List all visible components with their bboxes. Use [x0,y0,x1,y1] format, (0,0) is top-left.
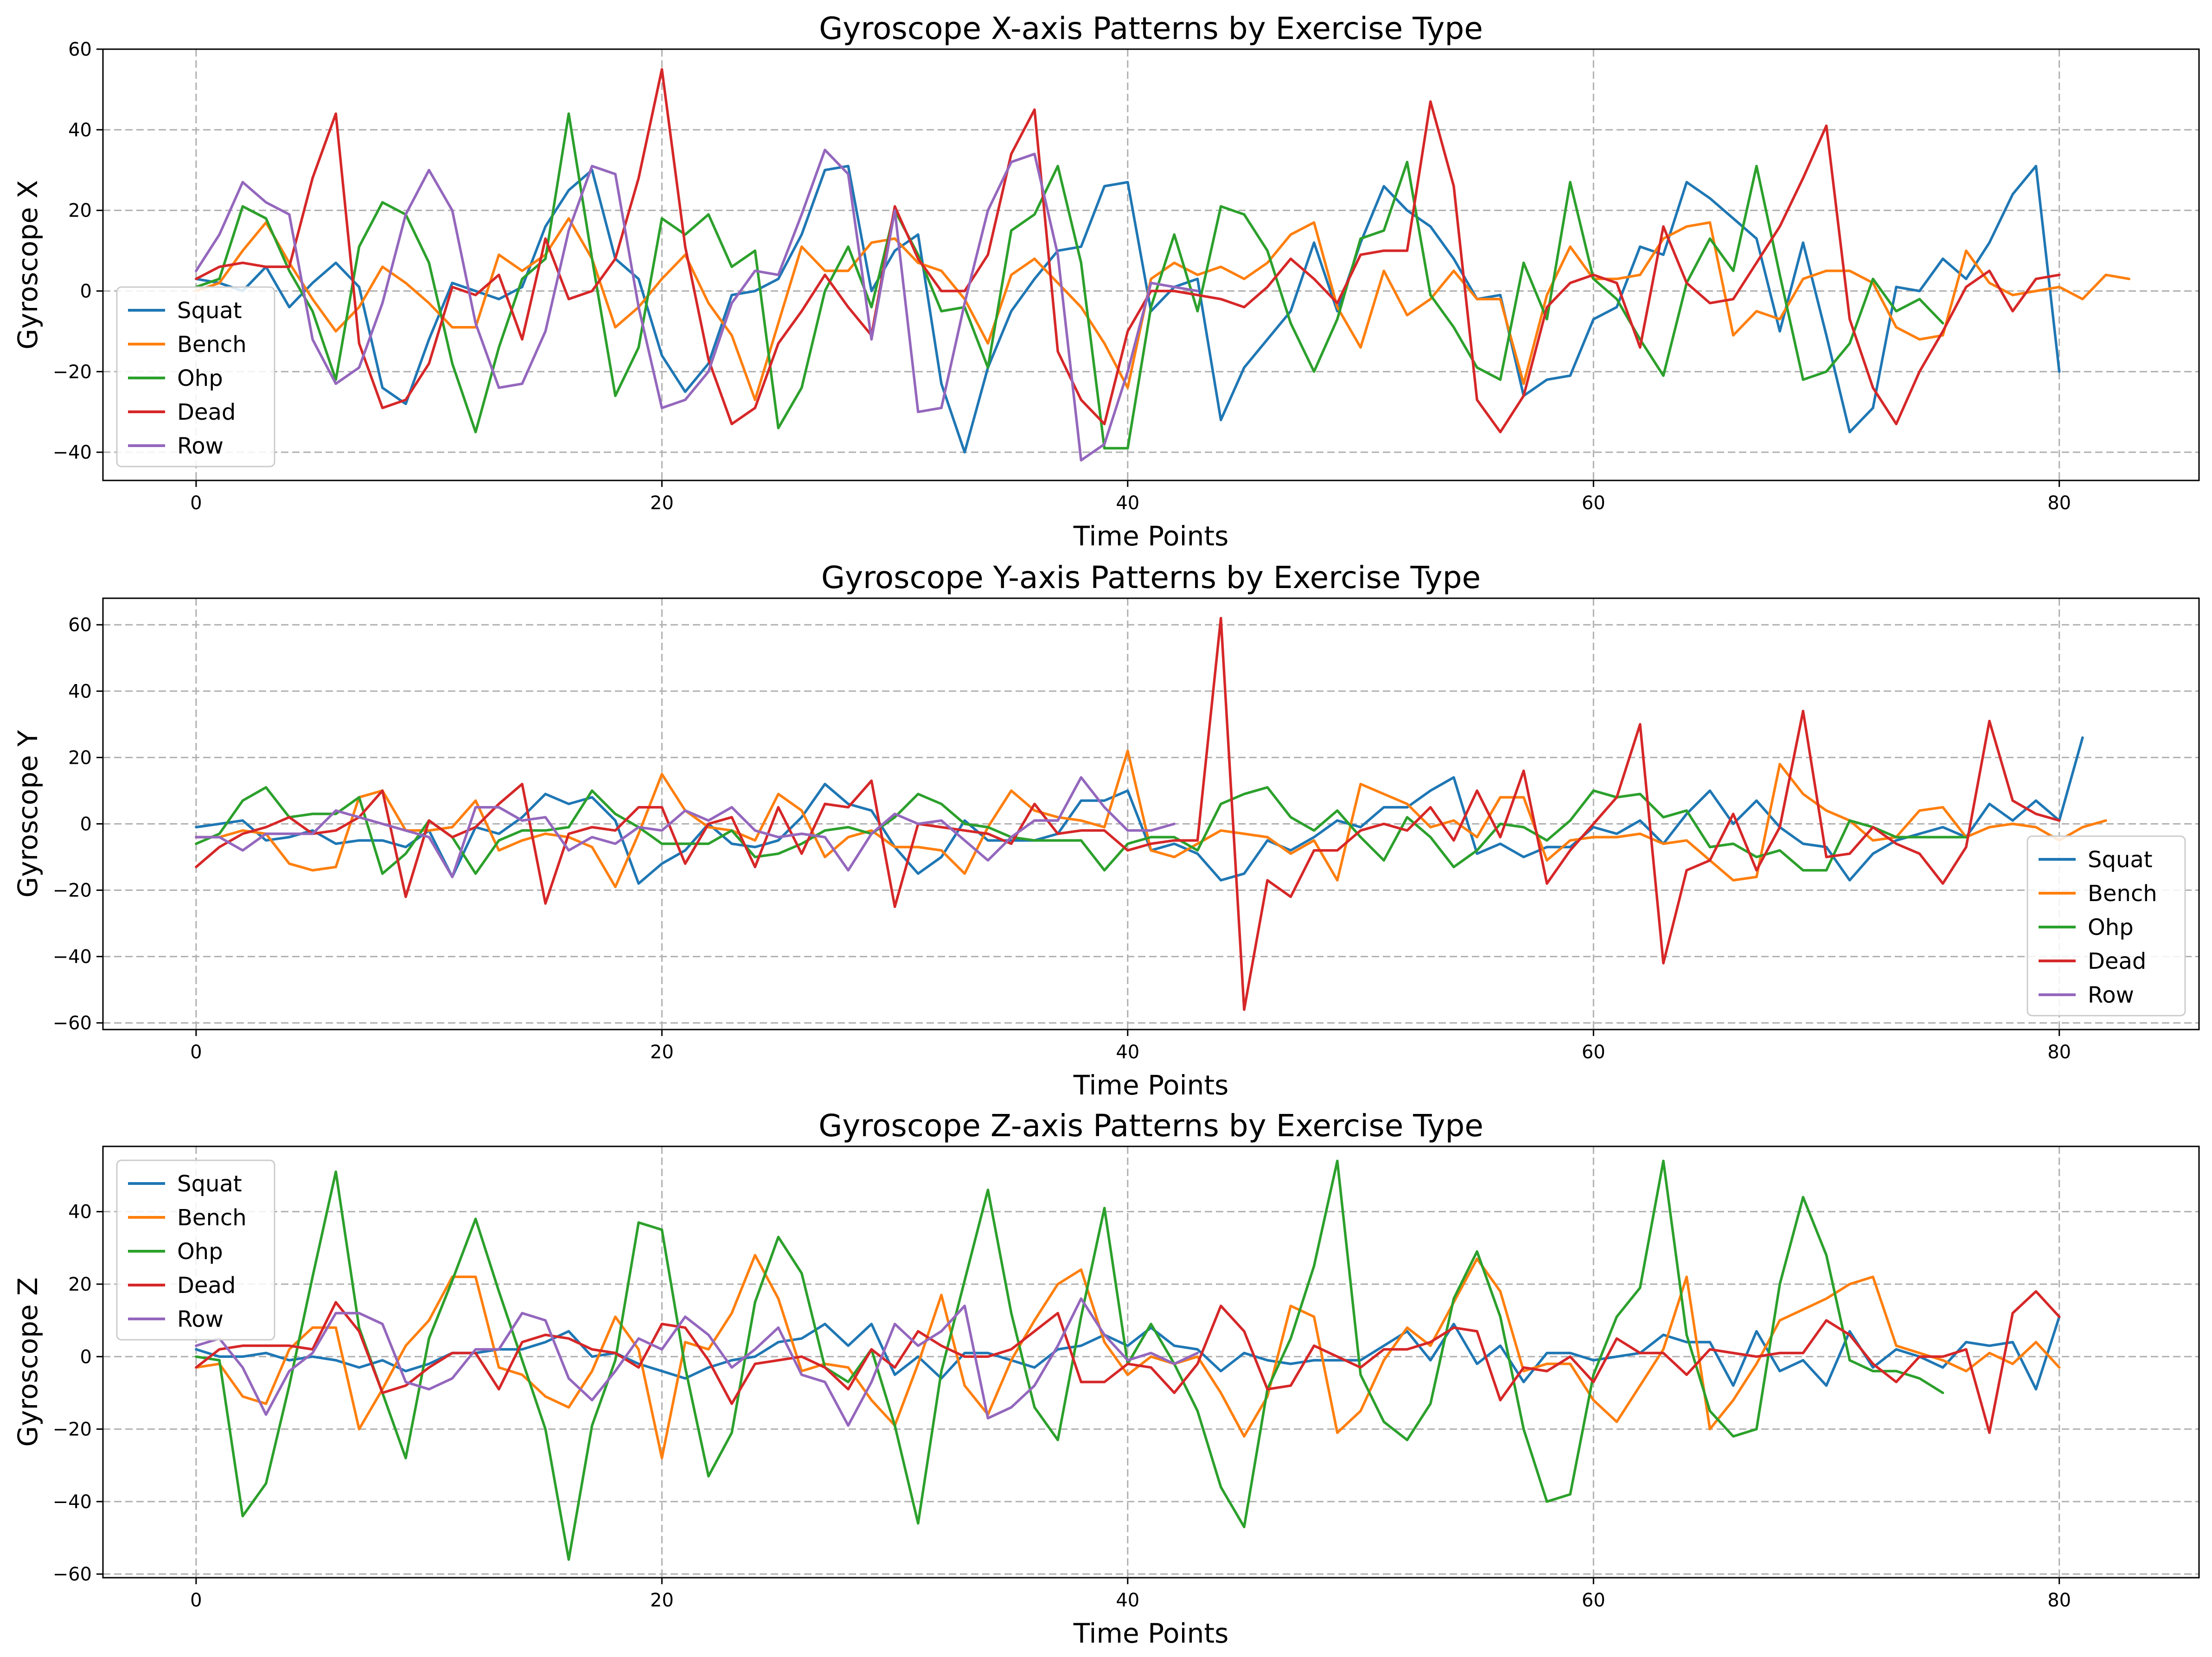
x-tick-label: 40 [1116,1042,1139,1063]
plot-frame [102,48,2200,481]
legend-label-ohp: Ohp [177,1239,223,1265]
y-axis-label: Gyroscope Y [12,730,44,898]
legend-label-row: Row [177,433,224,459]
x-tick-label: 60 [1582,493,1605,514]
x-tick-label: 80 [2047,1590,2071,1611]
x-tick-label: 80 [2047,1042,2071,1063]
plot-frame [102,1145,2200,1579]
chart-title: Gyroscope Z-axis Patterns by Exercise Ty… [818,1108,1483,1144]
y-tick-label: −40 [53,947,92,968]
y-axis-label: Gyroscope X [12,180,44,350]
plot-frame [102,597,2200,1030]
legend-label-dead: Dead [2088,948,2146,974]
series-line-dead [195,1290,2061,1434]
x-tick-label: 0 [190,1590,202,1611]
y-tick-label: −20 [53,880,92,902]
chart-panel-1: 0 20 40 60 80 −40 −20 0 20 40 60 Gyroscope X-axis P… [12,11,2200,552]
series-line-ohp [195,112,1944,450]
chart-title: Gyroscope X-axis Patterns by Exercise Ty… [819,11,1483,46]
x-tick-label: 0 [190,1042,202,1063]
series-line-dead [195,617,2061,1011]
y-tick-label: 0 [80,281,92,302]
legend-label-dead: Dead [177,399,236,425]
legend: Squat Bench Ohp Dead Row [2027,835,2186,1017]
legend-label-ohp: Ohp [2088,915,2134,940]
legend-label-dead: Dead [177,1273,236,1299]
y-tick-label: −20 [53,361,92,383]
y-tick-label: 0 [80,1346,92,1368]
x-tick-label: 40 [1116,493,1139,514]
y-tick-label: 60 [68,39,92,60]
series-line-row [195,148,1199,462]
x-axis-label: Time Points [1073,1069,1229,1101]
series-line-row [195,776,1176,878]
legend-box [116,286,275,467]
y-axis-label: Gyroscope Z [12,1277,44,1447]
chart-panel-3: 0 20 40 60 80 −60 −40 −20 0 20 40 Gyroscope Z-axis … [12,1108,2200,1649]
legend-label-row: Row [2088,982,2134,1008]
x-tick-label: 20 [650,1590,674,1611]
x-tick-label: 80 [2047,493,2071,514]
y-tick-label: −40 [53,1491,92,1513]
series-line-ohp [195,1159,1944,1561]
legend-label-squat: Squat [177,1171,242,1197]
chart-title: Gyroscope Y-axis Patterns by Exercise Ty… [821,560,1481,595]
legend-label-squat: Squat [177,298,242,324]
x-tick-label: 0 [190,493,202,514]
y-tick-label: −60 [53,1564,92,1585]
legend: Squat Bench Ohp Dead Row [116,1159,275,1341]
y-tick-label: 20 [68,747,92,768]
legend-box [2027,835,2186,1017]
x-axis-label: Time Points [1073,520,1229,552]
legend-label-bench: Bench [2088,881,2157,907]
legend-label-bench: Bench [177,1205,247,1231]
y-tick-label: −20 [53,1419,92,1440]
x-tick-label: 20 [650,1042,674,1063]
x-tick-label: 60 [1582,1590,1605,1611]
series-line-row [195,1297,1199,1427]
y-tick-label: 0 [80,813,92,835]
x-tick-label: 60 [1582,1042,1605,1063]
y-tick-label: 40 [68,681,92,702]
legend-label-ohp: Ohp [177,365,223,391]
y-tick-label: 20 [68,200,92,222]
y-tick-label: −60 [53,1013,92,1034]
y-tick-label: −40 [53,442,92,463]
legend-box [116,1159,275,1341]
y-tick-label: 20 [68,1274,92,1295]
y-tick-label: 60 [68,614,92,636]
x-axis-label: Time Points [1073,1618,1229,1649]
legend-label-row: Row [177,1306,224,1332]
series-line-bench [195,1254,2061,1459]
y-tick-label: 40 [68,1202,92,1223]
legend: Squat Bench Ohp Dead Row [116,286,275,467]
x-tick-label: 20 [650,493,674,514]
x-tick-label: 40 [1116,1590,1139,1611]
series-line-squat [195,1315,2061,1391]
series-line-dead [195,68,2061,434]
legend-label-squat: Squat [2088,847,2153,873]
legend-label-bench: Bench [177,332,247,358]
y-tick-label: 40 [68,120,92,141]
series-line-squat [195,736,2084,885]
series-line-bench [195,749,2107,889]
charts-container: 0 20 40 60 80 −40 −20 0 20 40 60 Gyroscope X-axis P… [12,11,2200,1649]
chart-panel-2: 0 20 40 60 80 −60 −40 −20 0 20 40 60 Gyroscope Y-axi… [12,560,2200,1101]
series-line-ohp [195,786,1968,875]
